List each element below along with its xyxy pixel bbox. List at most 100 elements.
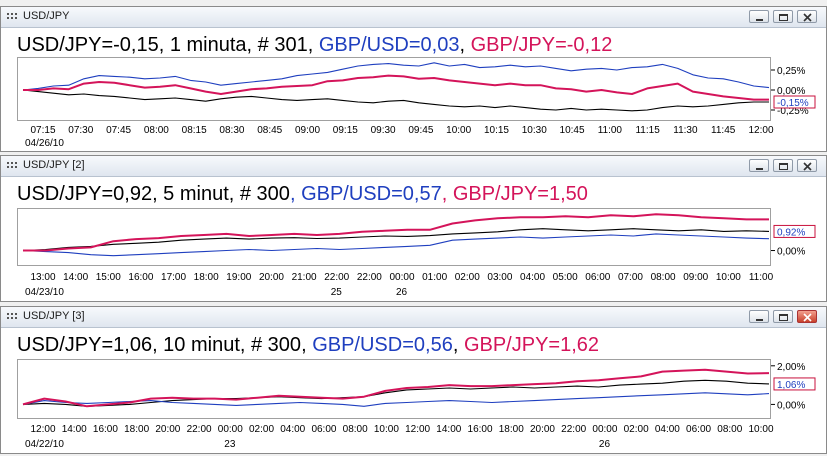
close-button[interactable] xyxy=(797,159,817,172)
x-axis-tick-label: 09:45 xyxy=(408,125,433,136)
window-titlebar[interactable]: USD/JPY xyxy=(1,7,826,28)
x-axis-date-label: 04/26/10 xyxy=(25,138,64,149)
y-axis-tick-label: 0,00% xyxy=(777,400,805,411)
y-axis-tick-label: -0,25% xyxy=(777,106,809,117)
minimize-button[interactable] xyxy=(749,159,769,172)
current-value-label: 0,92% xyxy=(777,227,805,238)
x-axis-tick-label: 10:15 xyxy=(484,125,509,136)
x-axis-tick-label: 18:00 xyxy=(124,424,149,435)
x-axis-tick-label: 00:00 xyxy=(389,272,414,283)
gbpjpy-readout: GBP/JPY=-0,12 xyxy=(470,34,613,56)
y-axis-tick-label: 0,00% xyxy=(777,86,805,97)
gbpjpy-series-line xyxy=(23,74,769,101)
x-axis-date-label: 26 xyxy=(396,287,408,298)
usdjpy-readout: USD/JPY=1,06, 10 minut, # 300 xyxy=(17,334,302,356)
x-axis-tick-label: 08:30 xyxy=(219,125,244,136)
x-axis-tick-label: 22:00 xyxy=(561,424,586,435)
x-axis-tick-label: 09:30 xyxy=(371,125,396,136)
x-axis-tick-label: 20:00 xyxy=(259,272,284,283)
x-axis-tick-label: 10:00 xyxy=(446,125,471,136)
x-axis-tick-label: 11:30 xyxy=(673,125,698,136)
x-axis-tick-label: 16:00 xyxy=(93,424,118,435)
gbpusd-readout: GBP/USD=0,57 xyxy=(301,183,442,205)
window-title: USD/JPY xyxy=(23,10,70,22)
x-axis-date-label: 26 xyxy=(599,439,611,450)
minimize-button[interactable] xyxy=(749,10,769,23)
chart-window-2[interactable]: USD/JPY [2] USD/JPY=0,92, 5 minut, # 300… xyxy=(0,155,827,302)
window-titlebar[interactable]: USD/JPY [2] xyxy=(1,156,826,177)
x-axis-tick-label: 01:00 xyxy=(422,272,447,283)
x-axis-tick-label: 13:00 xyxy=(30,272,55,283)
x-axis-tick-label: 11:00 xyxy=(749,272,774,283)
x-axis-tick-label: 06:00 xyxy=(686,424,711,435)
x-axis-date-label: 23 xyxy=(224,439,236,450)
x-axis-tick-label: 04:00 xyxy=(520,272,545,283)
chart-heading: USD/JPY=-0,15, 1 minuta, # 301, GBP/USD=… xyxy=(17,34,613,56)
x-axis-tick-label: 02:00 xyxy=(455,272,480,283)
x-axis-tick-label: 10:00 xyxy=(748,424,773,435)
chart-heading: USD/JPY=1,06, 10 minut, # 300, GBP/USD=0… xyxy=(17,334,600,356)
close-button[interactable] xyxy=(797,10,817,23)
minimize-button[interactable] xyxy=(749,310,769,323)
x-axis-tick-label: 06:00 xyxy=(311,424,336,435)
y-axis-tick-label: 0,00% xyxy=(777,247,805,258)
x-axis-tick-label: 11:15 xyxy=(635,125,660,136)
gbpusd-series-line xyxy=(22,62,770,91)
x-axis-tick-label: 16:00 xyxy=(468,424,493,435)
chart-window-icon xyxy=(7,313,17,321)
x-axis-tick-label: 07:45 xyxy=(106,125,131,136)
x-axis-tick-label: 12:00 xyxy=(748,125,773,136)
y-axis-tick-label: 2,00% xyxy=(777,362,805,373)
maximize-button[interactable] xyxy=(773,10,793,23)
current-value-label: 1,06% xyxy=(777,380,805,391)
x-axis-tick-label: 11:00 xyxy=(598,125,623,136)
x-axis-date-label: 25 xyxy=(331,287,343,298)
x-axis-tick-label: 22:00 xyxy=(357,272,382,283)
maximize-button[interactable] xyxy=(773,159,793,172)
close-button[interactable] xyxy=(797,310,817,323)
x-axis-tick-label: 09:00 xyxy=(295,125,320,136)
x-axis-tick-label: 18:00 xyxy=(499,424,524,435)
x-axis-tick-label: 09:15 xyxy=(333,125,358,136)
x-axis-tick-label: 05:00 xyxy=(553,272,578,283)
price-chart-1[interactable]: 0,25% 0,00% -0,25%-0,15% 07:15 07:30 07:45 08:… xyxy=(1,7,826,153)
x-axis-tick-label: 07:00 xyxy=(618,272,643,283)
chart-heading: USD/JPY=0,92, 5 minut, # 300, GBP/USD=0,… xyxy=(17,183,588,205)
x-axis-tick-label: 06:00 xyxy=(585,272,610,283)
usdjpy-series-line xyxy=(22,89,769,112)
x-axis-tick-label: 07:30 xyxy=(68,125,93,136)
gbpjpy-readout: GBP/JPY=1,50 xyxy=(452,183,588,205)
gbpusd-series-line xyxy=(22,233,770,257)
gbpusd-series-line xyxy=(22,392,770,407)
window-title: USD/JPY [2] xyxy=(23,159,85,171)
x-axis-tick-label: 22:00 xyxy=(187,424,212,435)
x-axis-tick-label: 19:00 xyxy=(226,272,251,283)
x-axis-tick-label: 10:00 xyxy=(716,272,741,283)
maximize-button[interactable] xyxy=(773,310,793,323)
x-axis-tick-label: 10:30 xyxy=(522,125,547,136)
window-titlebar[interactable]: USD/JPY [3] xyxy=(1,307,826,328)
chart-plot-area[interactable] xyxy=(17,208,771,266)
window-title: USD/JPY [3] xyxy=(23,310,85,322)
x-axis-date-label: 04/22/10 xyxy=(25,439,64,450)
x-axis-tick-label: 02:00 xyxy=(249,424,274,435)
x-axis-tick-label: 14:00 xyxy=(436,424,461,435)
gbpusd-readout: GBP/USD=0,03 xyxy=(318,34,460,56)
price-chart-3[interactable]: 2,00% 0,00% 1,06% 12:00 14:00 16:00 18:00 20:00… xyxy=(1,307,826,455)
x-axis-tick-label: 04:00 xyxy=(280,424,305,435)
x-axis-tick-label: 08:00 xyxy=(343,424,368,435)
x-axis-date-label: 04/23/10 xyxy=(25,287,64,298)
chart-window-3[interactable]: USD/JPY [3] USD/JPY=1,06, 10 minut, # 30… xyxy=(0,306,827,454)
x-axis-tick-label: 08:00 xyxy=(717,424,742,435)
x-axis-tick-label: 14:00 xyxy=(63,272,88,283)
x-axis-tick-label: 10:00 xyxy=(374,424,399,435)
x-axis-tick-label: 02:00 xyxy=(624,424,649,435)
x-axis-tick-label: 20:00 xyxy=(155,424,180,435)
x-axis-tick-label: 07:15 xyxy=(30,125,55,136)
price-chart-2[interactable]: 0,00% 0,92% 13:00 14:00 15:00 16:00 17:00 18:00… xyxy=(1,156,826,303)
x-axis-tick-label: 17:00 xyxy=(161,272,186,283)
chart-window-icon xyxy=(7,13,17,21)
chart-window-1[interactable]: USD/JPY USD/JPY=-0,15, 1 minuta, # 301, … xyxy=(0,6,827,152)
x-axis-tick-label: 00:00 xyxy=(592,424,617,435)
usdjpy-readout: USD/JPY=0,92, 5 minut, # 300 xyxy=(17,183,290,205)
